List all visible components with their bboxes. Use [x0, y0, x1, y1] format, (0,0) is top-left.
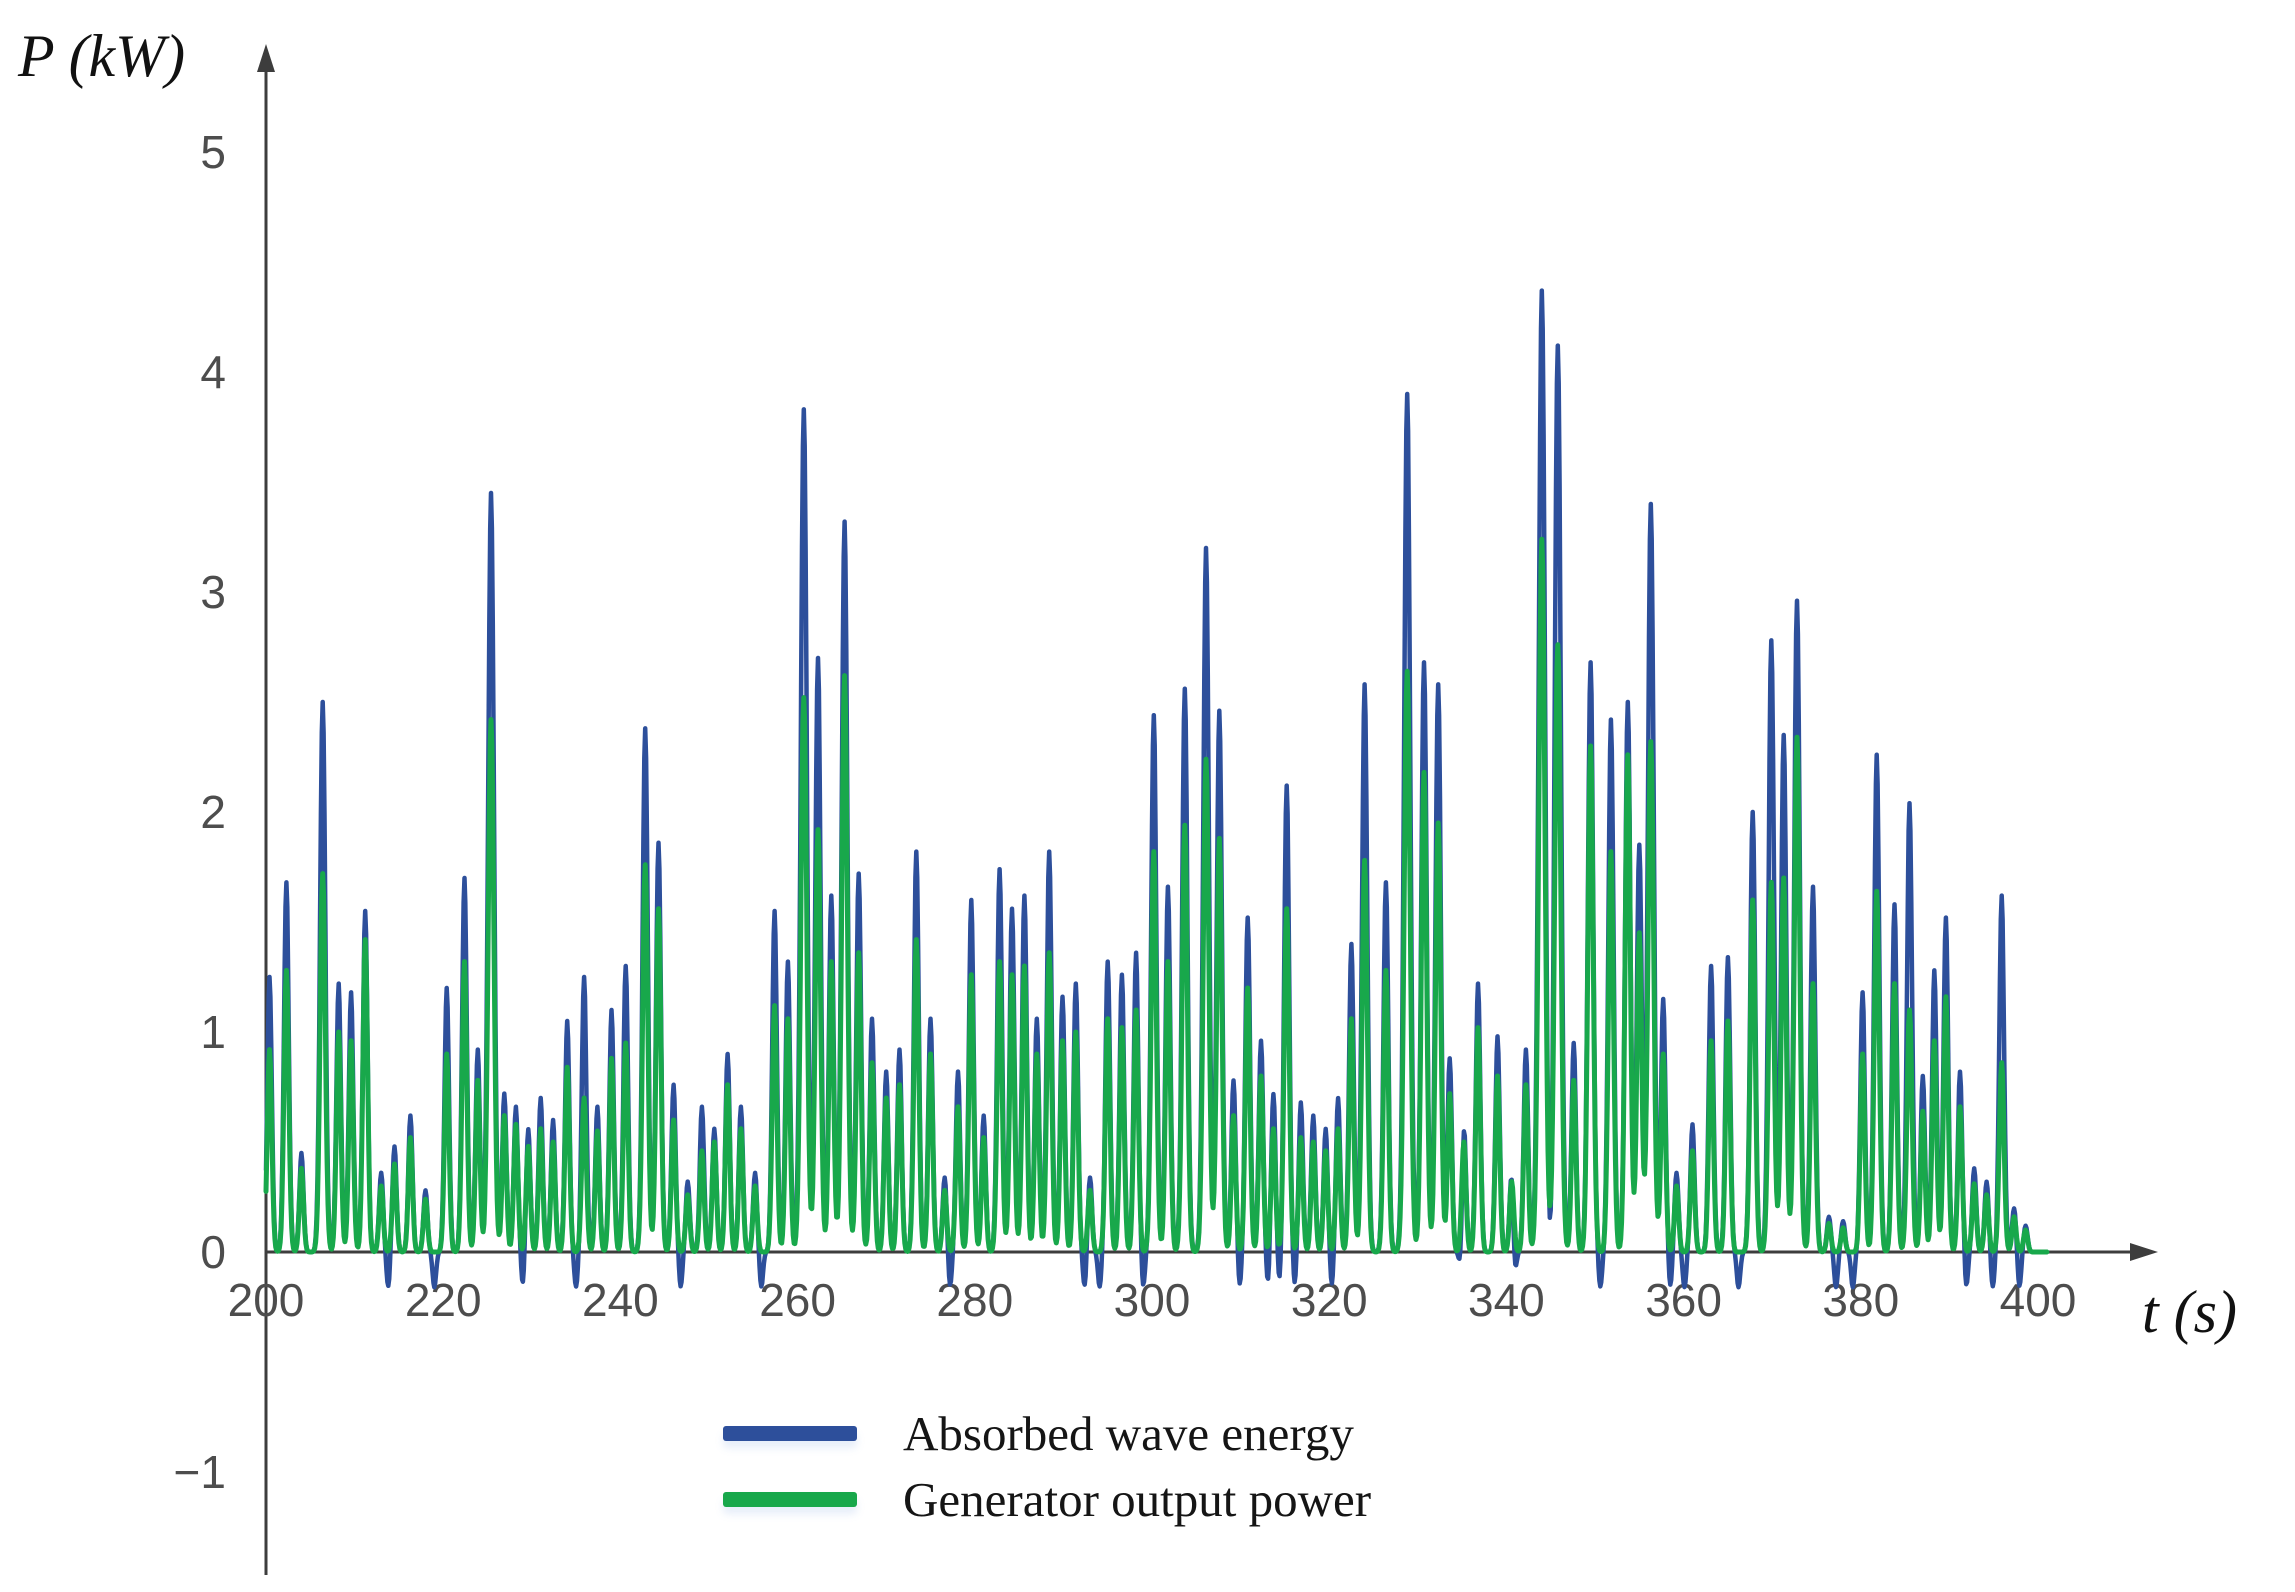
y-axis-arrow-icon: [257, 44, 275, 72]
generator-output-power-swatch-icon: [723, 1491, 857, 1507]
y-tick-label: 0: [200, 1226, 226, 1278]
x-axis-title: t (s): [2142, 1279, 2237, 1345]
x-tick-label: 300: [1114, 1274, 1191, 1326]
legend-label-absorbed: Absorbed wave energy: [903, 1405, 1354, 1461]
legend-label-generator: Generator output power: [903, 1471, 1372, 1527]
x-axis-arrow-icon: [2130, 1243, 2158, 1261]
y-tick-label: 5: [200, 126, 226, 178]
y-tick-label: −1: [174, 1446, 226, 1498]
x-tick-label: 320: [1291, 1274, 1368, 1326]
legend: Absorbed wave energy Generator output po…: [723, 1406, 1371, 1527]
legend-item-generator: Generator output power: [723, 1472, 1371, 1527]
x-tick-label: 200: [228, 1274, 305, 1326]
x-tick-label: 240: [582, 1274, 659, 1326]
y-tick-label: 4: [200, 346, 226, 398]
absorbed-wave-energy-swatch-icon: [723, 1425, 857, 1441]
x-tick-label: 340: [1468, 1274, 1545, 1326]
generator-output-power-line: [263, 536, 2050, 1255]
x-tick-label: 220: [405, 1274, 482, 1326]
y-tick-label: 3: [200, 566, 226, 618]
x-tick-label: 400: [2000, 1274, 2077, 1326]
y-tick-label: 2: [200, 786, 226, 838]
x-tick-label: 260: [759, 1274, 836, 1326]
legend-item-absorbed: Absorbed wave energy: [723, 1406, 1371, 1461]
y-axis-title: P (kW): [18, 23, 186, 89]
y-tick-label: 1: [200, 1006, 226, 1058]
